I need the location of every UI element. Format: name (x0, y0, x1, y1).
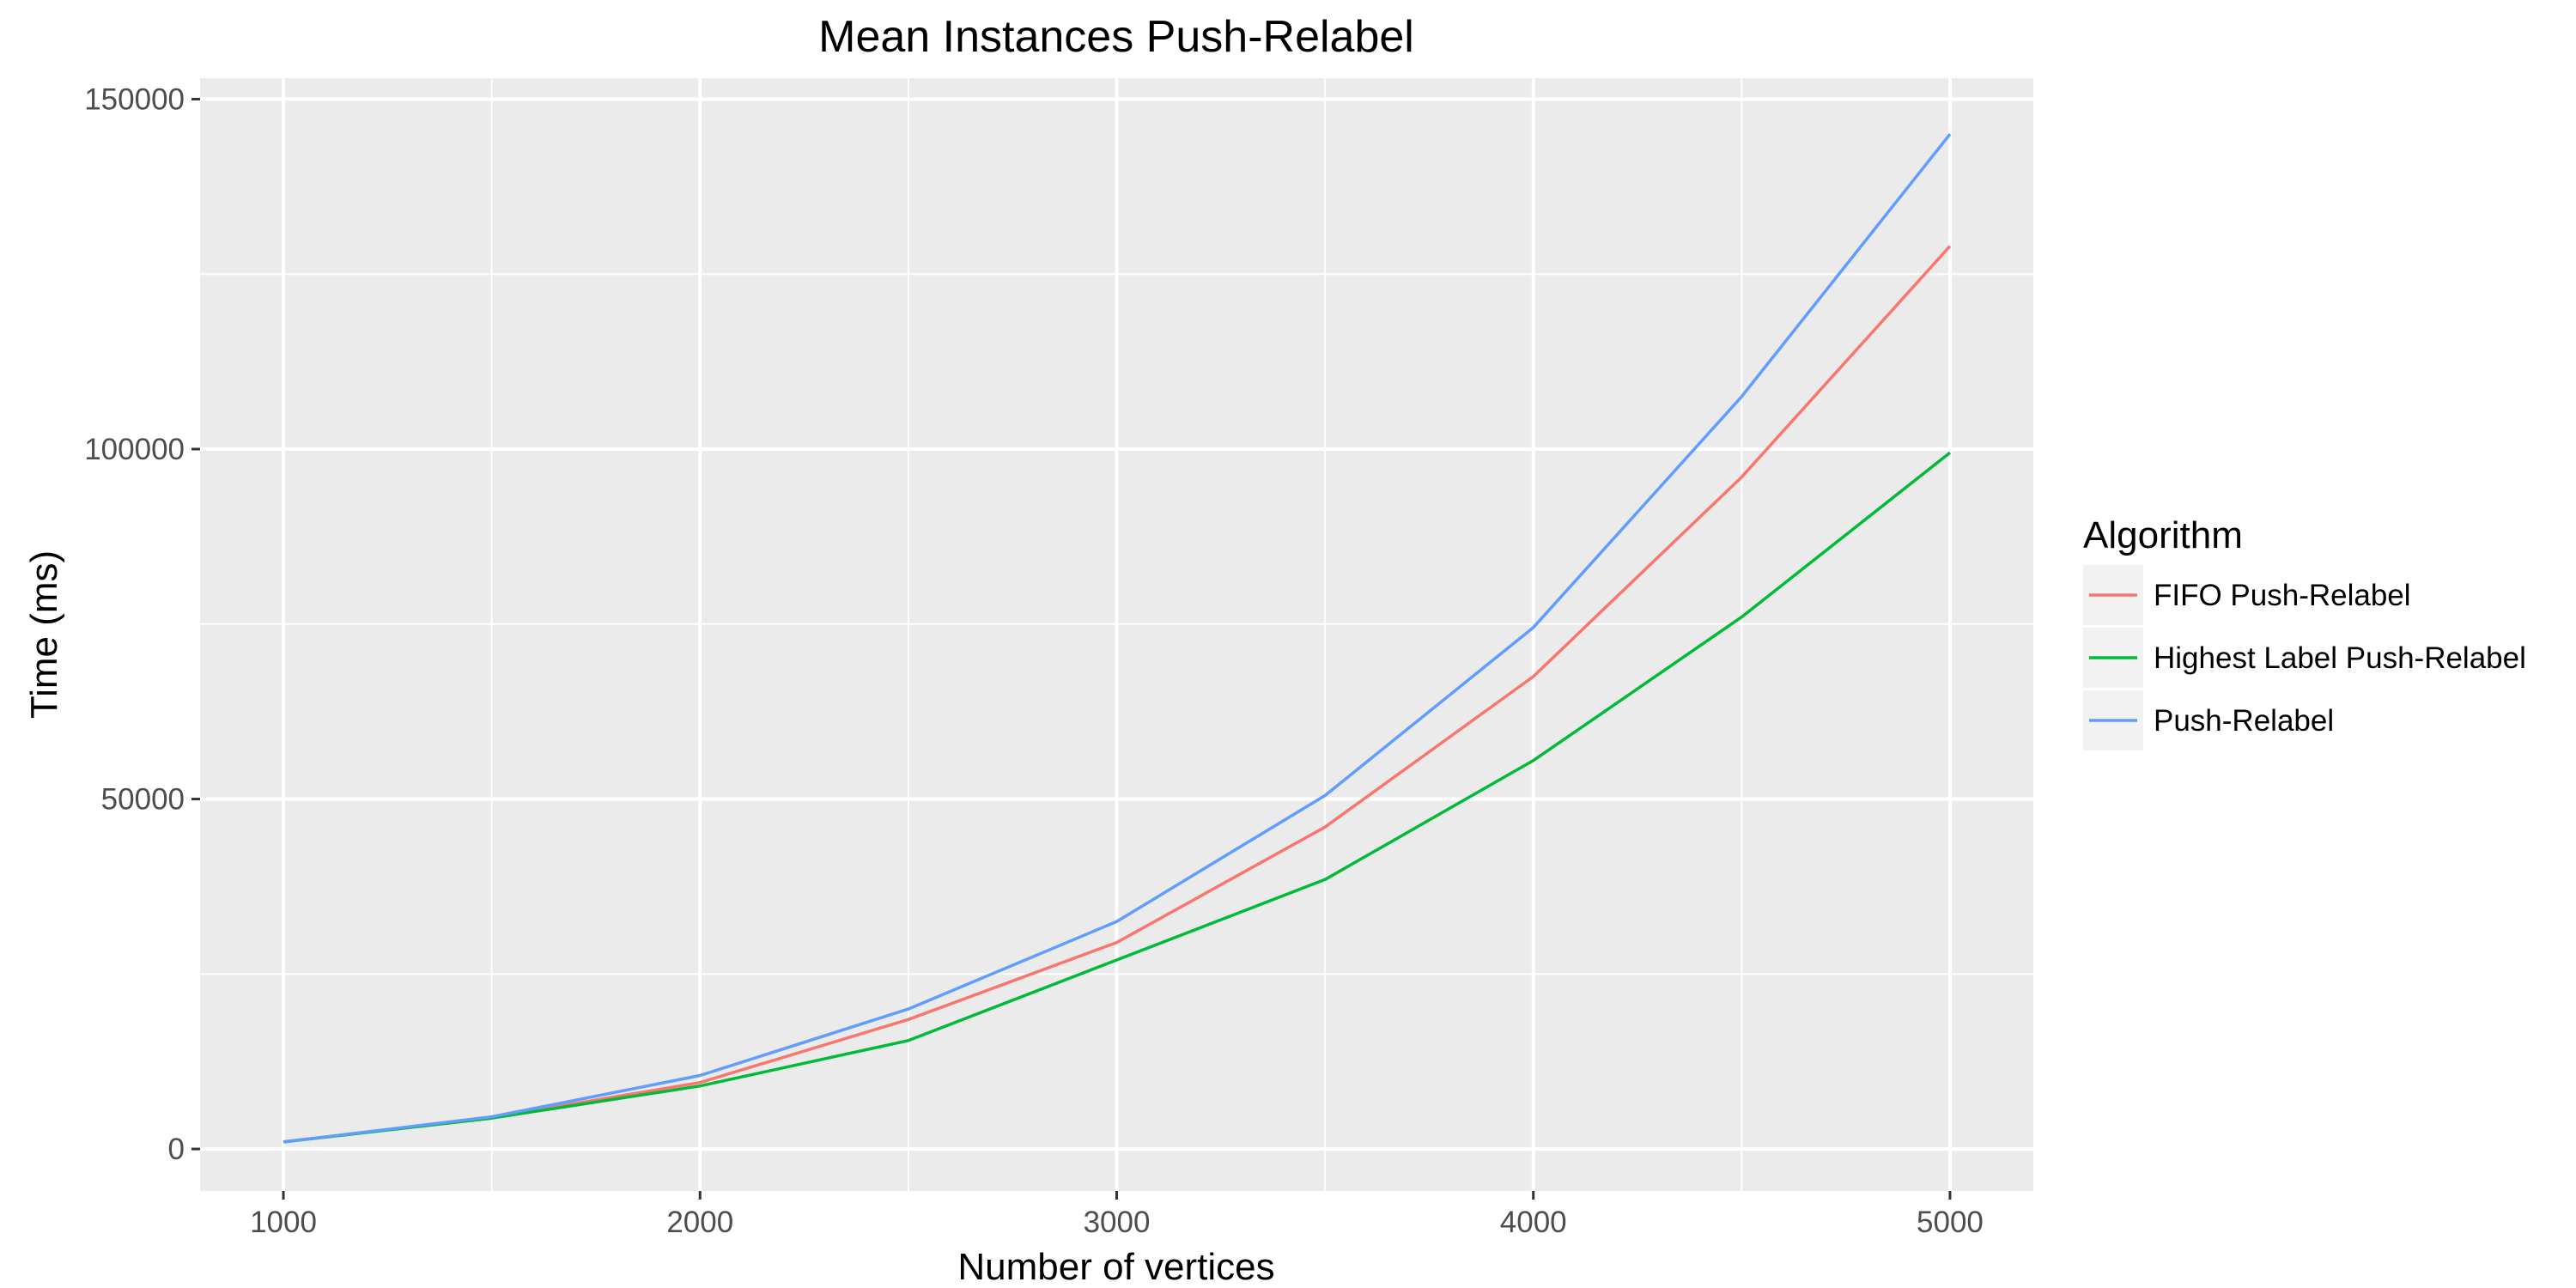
x-axis-ticks: 1000 2000 3000 4000 5000 (250, 1191, 1984, 1239)
y-tick-label: 150000 (84, 82, 185, 116)
y-axis-label: Time (ms) (23, 550, 65, 719)
x-tick-label: 5000 (1917, 1206, 1984, 1239)
grid-major-lines (200, 78, 2033, 1191)
y-tick-label: 50000 (101, 783, 185, 817)
y-axis-ticks: 0 50000 100000 150000 (84, 82, 200, 1166)
legend-label-fifo-push-relabel: FIFO Push-Relabel (2154, 579, 2411, 612)
legend-label-highest-label-push-relabel: Highest Label Push-Relabel (2154, 641, 2526, 675)
legend: Algorithm FIFO Push-Relabel Highest Label… (2083, 514, 2526, 750)
x-tick-label: 4000 (1500, 1206, 1567, 1239)
y-tick-label: 100000 (84, 433, 185, 466)
series-lines (283, 133, 1952, 1144)
series-line-push-relabel (283, 133, 1952, 1144)
x-tick-label: 1000 (250, 1206, 317, 1239)
x-axis-label: Number of vertices (957, 1246, 1274, 1288)
x-tick-label: 3000 (1084, 1206, 1151, 1239)
series-line-fifo-push-relabel (283, 245, 1952, 1144)
y-tick-label: 0 (168, 1133, 185, 1166)
legend-items: FIFO Push-Relabel Highest Label Push-Rela… (2083, 565, 2526, 750)
legend-title: Algorithm (2083, 514, 2243, 556)
series-line-highest-label-push-relabel (283, 451, 1952, 1144)
chart-title: Mean Instances Push-Relabel (818, 12, 1414, 62)
legend-label-push-relabel: Push-Relabel (2154, 704, 2334, 738)
x-tick-label: 2000 (666, 1206, 733, 1239)
